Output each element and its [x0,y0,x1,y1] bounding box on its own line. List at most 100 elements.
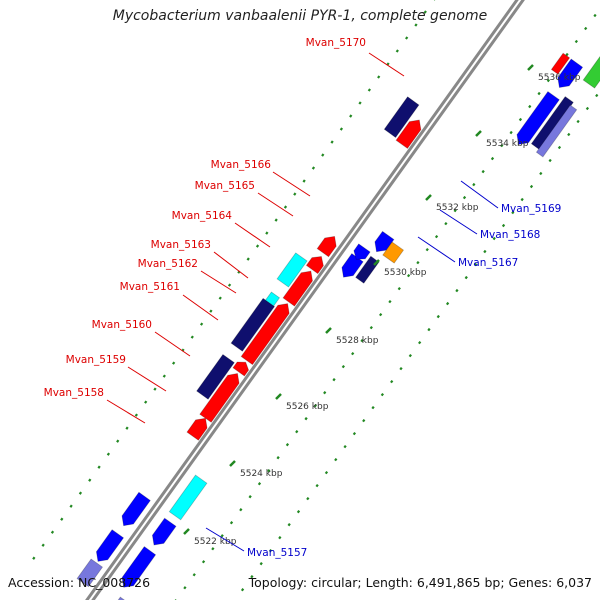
guide-dot [192,573,196,577]
guide-dot [341,364,345,369]
guide-dot [304,417,308,421]
gene-label: Mvan_5170 [306,37,366,49]
guide-dot [416,260,420,265]
guide-dot [425,247,429,252]
guide-dot [462,195,467,200]
guide-dot [209,309,213,313]
guide-dot [546,78,551,83]
gene-label: Mvan_5164 [172,210,233,222]
gene-feature [168,474,208,521]
guide-dot [511,210,515,215]
gene-leader-line [205,527,245,552]
backbone-line [85,0,519,600]
gene-feature [382,241,405,264]
gene-feature [395,119,422,149]
guide-dot [78,491,83,495]
guide-dot [183,586,187,590]
guide-dot [334,457,338,462]
scale-label: 5522 kbp [194,537,237,547]
guide-dot [483,249,487,254]
guide-dot [576,119,580,124]
gene-leader-line [272,171,311,197]
guide-dot [315,483,319,488]
scale-tick [425,194,432,201]
guide-dot [352,431,357,436]
guide-dot [229,521,234,525]
guide-dot [162,374,166,378]
guide-dot [539,171,543,176]
guide-dot [349,114,353,118]
guide-dot [332,378,336,382]
gene-feature [117,596,126,600]
guide-dot [32,556,36,560]
gene-feature [550,52,571,75]
scale-tick [475,130,482,137]
guide-dot [323,391,327,395]
guide-dot [427,327,431,332]
scale-tick [527,64,534,71]
guide-dot [97,465,101,469]
gene-leader-line [257,192,294,217]
gene-feature [186,417,208,441]
scale-label: 5524 kbp [240,469,283,479]
guide-dot [125,426,129,430]
gene-leader-line [234,222,271,248]
guide-dot [360,338,364,343]
gene-feature [557,58,584,88]
gene-feature [530,96,574,151]
gene-label: Mvan_5166 [211,159,272,171]
guide-dot [436,314,440,319]
guide-dot [211,547,215,551]
gene-feature [341,253,364,278]
guide-dot [388,299,392,304]
guide-dot [584,26,588,31]
guide-dot [172,361,176,365]
genome-summary-text: Topology: circular; Length: 6,491,865 bp… [248,575,592,590]
guide-dot [88,478,92,482]
guide-dot [106,452,111,456]
guide-dot [265,231,269,235]
guide-dot [565,52,569,57]
gene-leader-line [127,366,167,392]
guide-dot [445,301,450,306]
guide-dot [311,166,316,170]
guide-dot [472,182,476,187]
guide-dot [500,143,504,148]
gene-label: Mvan_5160 [92,319,152,331]
guide-dot [390,379,394,384]
guide-dot [509,130,513,135]
guide-dot [464,275,468,280]
guide-dot [287,523,291,527]
guide-dot [537,91,541,96]
guide-dot [379,312,383,317]
backbone-line [91,0,525,600]
gene-label: Mvan_5162 [138,258,198,270]
guide-dot [405,36,409,40]
guide-dot [227,283,232,287]
guide-dot [395,49,399,53]
scale-tick [183,528,190,535]
guide-dot [276,456,280,460]
scale-label: 5526 kbp [286,402,329,412]
gene-leader-line [460,180,499,209]
guide-dot [255,244,260,248]
gene-label: Mvan_5169 [501,203,561,215]
gene-label: Mvan_5168 [480,229,540,241]
guide-dot [481,169,485,174]
guide-dot [406,273,411,278]
guide-dot [351,351,355,356]
guide-dot [257,482,262,486]
guide-dot [274,218,278,222]
gene-leader-line [200,270,237,294]
gene-label: Mvan_5157 [247,547,307,559]
guide-dot [377,75,381,79]
guide-dot [501,223,506,228]
guide-dot [585,106,590,111]
guide-dot [362,418,366,423]
guide-dot [321,153,325,157]
gene-feature [383,96,420,139]
guide-dot [593,13,597,18]
guide-dot [296,510,301,514]
guide-dot [453,208,457,213]
